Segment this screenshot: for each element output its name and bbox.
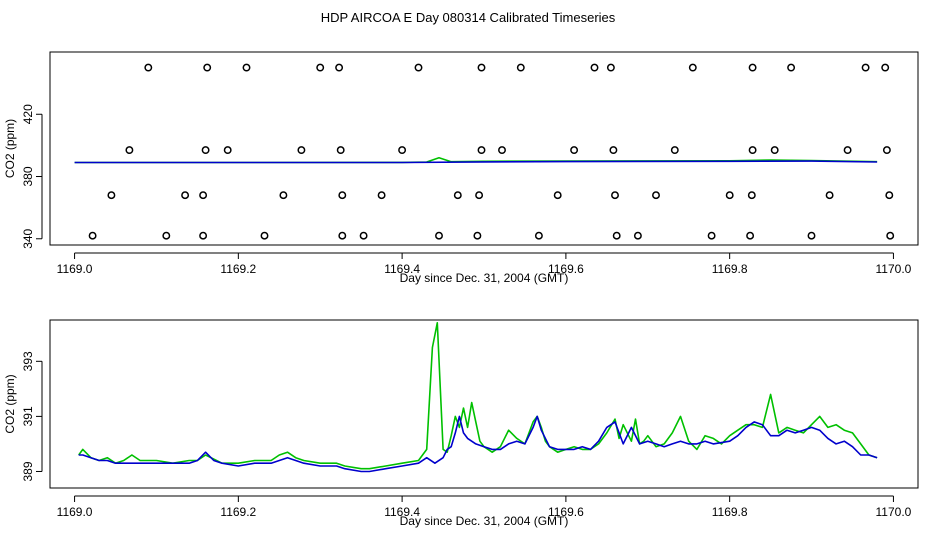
data-point: [807, 231, 816, 240]
data-point: [670, 146, 679, 155]
data-point: [475, 191, 484, 200]
data-point: [534, 231, 543, 240]
chart-title: HDP AIRCOA E Day 080314 Calibrated Times…: [321, 10, 616, 25]
data-point: [770, 146, 779, 155]
data-point: [414, 63, 423, 72]
y-axis-label: CO2 (ppm): [3, 119, 17, 178]
x-tick-label: 1169.2: [220, 505, 256, 519]
data-point: [498, 146, 506, 155]
data-point: [359, 231, 368, 240]
x-tick-label: 1169.0: [57, 505, 93, 519]
data-point: [612, 231, 621, 240]
data-point: [688, 63, 697, 72]
data-point: [199, 191, 208, 200]
data-point: [882, 146, 891, 155]
data-point: [553, 191, 562, 200]
data-point: [748, 63, 757, 72]
data-point: [297, 146, 306, 155]
plot-frame: [49, 51, 919, 246]
data-point: [477, 63, 486, 72]
data-point: [590, 63, 599, 72]
x-tick-label: 1169.6: [548, 262, 584, 276]
data-point: [279, 191, 288, 200]
data-point: [885, 191, 894, 200]
data-point: [88, 231, 97, 240]
y-tick-label: 391: [21, 406, 35, 426]
data-point: [181, 191, 190, 200]
data-point: [611, 191, 619, 200]
data-point: [609, 146, 618, 155]
x-axis-label: Day since Dec. 31, 2004 (GMT): [400, 271, 569, 285]
data-point: [107, 191, 116, 200]
data-point: [242, 63, 251, 72]
x-tick-label: 1169.8: [712, 505, 748, 519]
data-point: [473, 231, 482, 240]
y-tick-label: 393: [21, 351, 35, 371]
x-tick-label: 1169.0: [57, 262, 93, 276]
y-axis-label: CO2 (ppm): [3, 374, 17, 433]
data-point: [787, 63, 796, 72]
data-point: [199, 231, 208, 240]
data-point: [125, 146, 134, 155]
data-point: [477, 146, 486, 155]
data-point: [316, 63, 325, 72]
data-point: [633, 231, 642, 240]
data-point: [516, 63, 525, 72]
x-tick-label: 1169.4: [384, 505, 420, 519]
data-point: [162, 231, 171, 240]
data-point: [201, 146, 210, 155]
data-point: [886, 231, 895, 240]
x-tick-label: 1169.8: [712, 262, 748, 276]
data-point: [338, 231, 347, 240]
data-point: [223, 146, 232, 155]
x-tick-label: 1169.4: [384, 262, 420, 276]
data-point: [398, 146, 407, 155]
data-point: [453, 191, 462, 200]
data-point: [861, 63, 870, 72]
data-point: [843, 146, 852, 155]
x-tick-label: 1169.2: [220, 262, 256, 276]
data-point: [746, 231, 755, 240]
data-point: [707, 231, 716, 240]
data-point: [725, 191, 734, 200]
data-point: [203, 63, 212, 72]
data-point: [606, 63, 615, 72]
data-point: [652, 191, 660, 200]
x-tick-label: 1170.0: [876, 262, 912, 276]
plot-frame: [49, 319, 919, 489]
data-point: [377, 191, 386, 200]
data-point: [570, 146, 579, 155]
x-axis-label: Day since Dec. 31, 2004 (GMT): [400, 514, 569, 528]
y-tick-label: 380: [21, 166, 35, 186]
data-point: [260, 231, 269, 240]
x-tick-label: 1170.0: [876, 505, 912, 519]
plot-panel-1: 1169.0 1169.2 1169.4 1169.6 1169.8 1170.0 Day …: [3, 51, 919, 285]
series-line-blue: [78, 415, 878, 473]
y-tick-label: 420: [21, 104, 35, 124]
data-point: [881, 63, 890, 72]
y-tick-label: 389: [21, 461, 35, 481]
y-tick-label: 340: [21, 228, 35, 248]
data-point: [144, 63, 153, 72]
data-point: [747, 191, 756, 200]
plot-panel-2: 1169.0 1169.2 1169.4 1169.6 1169.8 1170.0 Day …: [3, 319, 919, 528]
data-point: [748, 146, 757, 155]
data-point: [336, 146, 345, 155]
data-point: [435, 231, 443, 240]
series-line-green: [78, 322, 878, 470]
data-point: [825, 191, 834, 200]
data-point: [335, 63, 344, 72]
data-point: [338, 191, 347, 200]
series-line-blue: [74, 160, 878, 164]
x-tick-label: 1169.6: [548, 505, 584, 519]
